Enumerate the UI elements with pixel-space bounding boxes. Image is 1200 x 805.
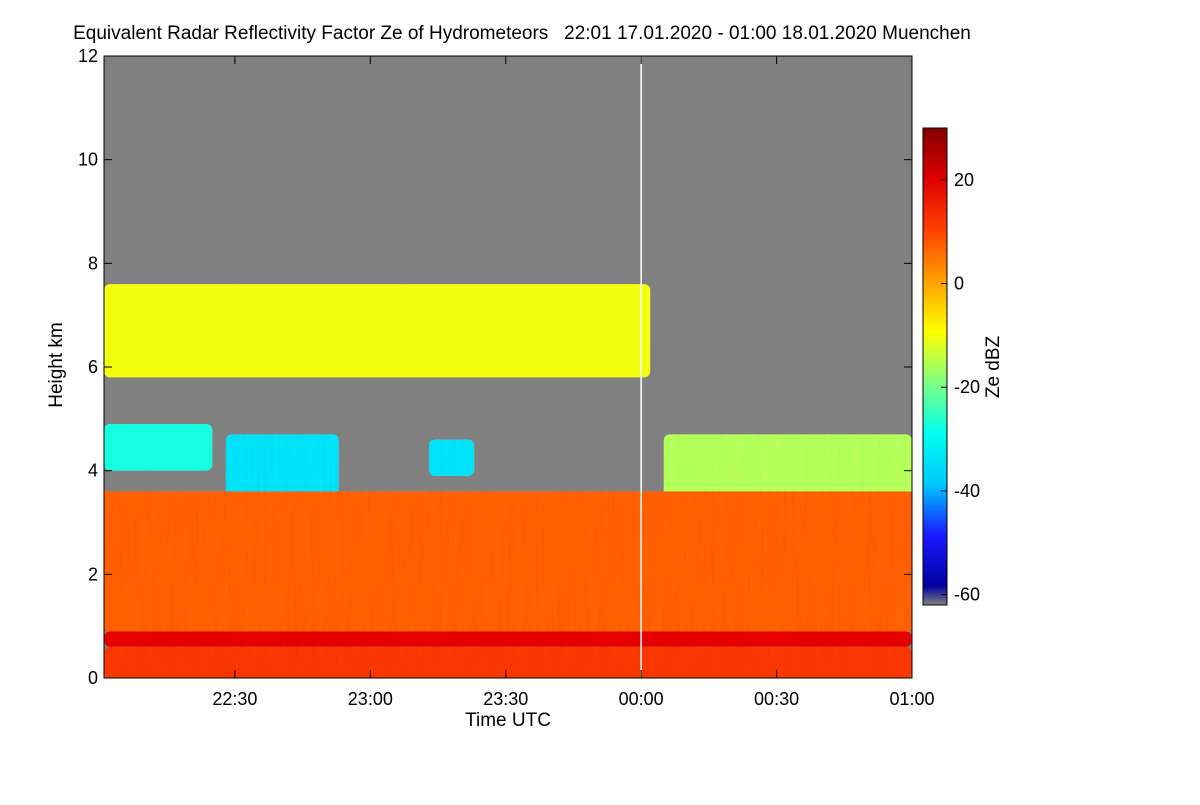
- x-tick-label: 00:30: [754, 689, 799, 709]
- y-tick-label: 12: [78, 46, 98, 66]
- y-axis: 0 2 4 6 8 10 12: [78, 46, 912, 688]
- colorbar-axis: 20 0 -20 -40 -60: [941, 170, 980, 605]
- y-tick-label: 0: [88, 668, 98, 688]
- x-tick-label: 01:00: [889, 689, 934, 709]
- y-axis-label: Height km: [46, 322, 67, 408]
- colorbar-tick-label: -60: [954, 585, 980, 605]
- x-axis: 22:30 23:00 23:30 00:00 00:30 01:00: [212, 56, 935, 709]
- colorbar-tick-label: 20: [954, 170, 974, 190]
- region-4: [663, 434, 912, 497]
- colorbar-tick-label: 0: [954, 274, 964, 294]
- x-axis-label: Time UTC: [465, 710, 551, 731]
- chart-title: Equivalent Radar Reflectivity Factor Ze …: [73, 23, 971, 44]
- y-tick-label: 4: [88, 461, 98, 481]
- colorbar-tick-label: -20: [954, 377, 980, 397]
- region-7: [104, 646, 912, 678]
- region-3: [429, 439, 475, 476]
- y-tick-label: 10: [78, 150, 98, 170]
- region-1: [104, 424, 213, 471]
- colorbar: [922, 127, 948, 606]
- colorbar-label: Ze dBZ: [983, 335, 1004, 398]
- region-5: [104, 491, 912, 632]
- y-tick-label: 2: [88, 564, 98, 584]
- reflectivity-field: [104, 284, 912, 678]
- region-6: [104, 631, 912, 647]
- x-tick-label: 23:00: [348, 689, 393, 709]
- region-0: [104, 284, 651, 378]
- colorbar-tick-label: -40: [954, 481, 980, 501]
- y-tick-label: 8: [88, 253, 98, 273]
- x-tick-label: 23:30: [483, 689, 528, 709]
- region-2: [225, 434, 339, 497]
- x-tick-label: 22:30: [212, 689, 257, 709]
- x-tick-label: 00:00: [619, 689, 664, 709]
- y-tick-label: 6: [88, 357, 98, 377]
